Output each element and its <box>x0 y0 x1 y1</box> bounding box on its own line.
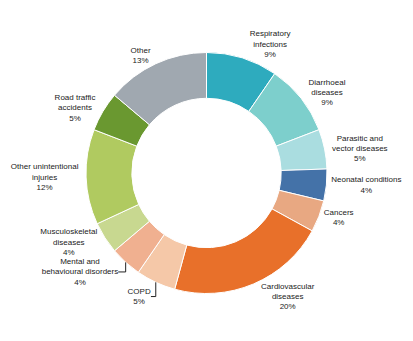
svg-text:Musculoskeletaldiseases4%: Musculoskeletaldiseases4% <box>40 227 97 257</box>
svg-text:Parasitic andvector diseases5%: Parasitic andvector diseases5% <box>332 134 388 164</box>
svg-text:Cardiovasculardiseases20%: Cardiovasculardiseases20% <box>261 282 315 312</box>
svg-text:Other unintentionalinjuries12%: Other unintentionalinjuries12% <box>11 162 79 192</box>
svg-text:Diarrhoealdiseases9%: Diarrhoealdiseases9% <box>309 78 346 108</box>
svg-text:Mental andbehavioural disorder: Mental andbehavioural disorders4% <box>42 257 119 287</box>
svg-text:COPD5%: COPD5% <box>128 287 151 306</box>
svg-text:Other13%: Other13% <box>131 46 151 65</box>
svg-text:Neonatal conditions4%: Neonatal conditions4% <box>331 175 401 194</box>
svg-text:Cancers4%: Cancers4% <box>324 208 354 227</box>
svg-text:Respiratoryinfections9%: Respiratoryinfections9% <box>250 29 291 59</box>
svg-text:Road trafficaccidents5%: Road trafficaccidents5% <box>55 93 96 123</box>
